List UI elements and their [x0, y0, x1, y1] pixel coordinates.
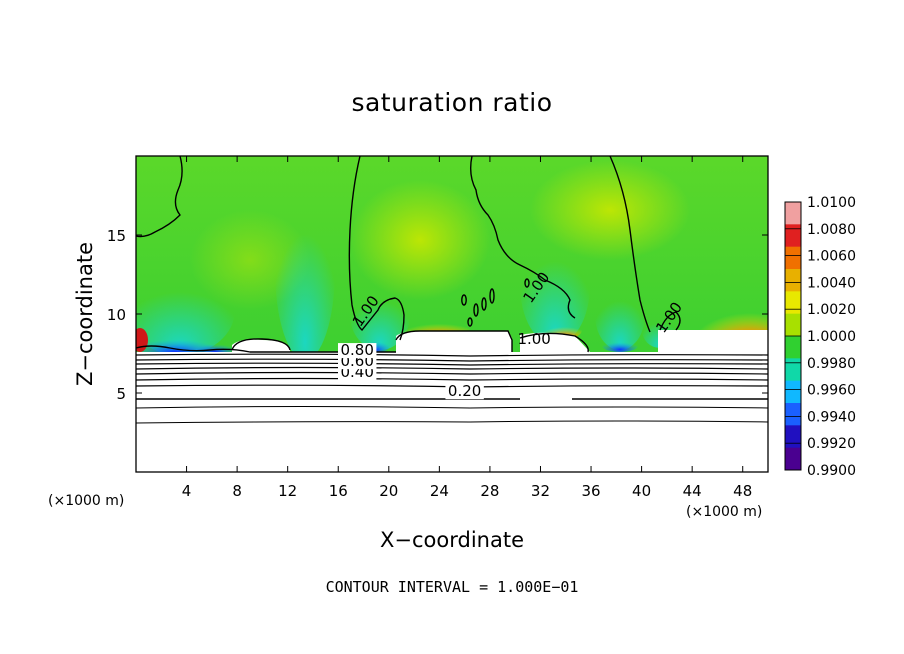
colorbar-swatch: [785, 403, 801, 426]
x-tick-label: 20: [379, 482, 398, 500]
colorbar-level-label: 1.0040: [807, 275, 856, 291]
x-axis-label: X−coordinate: [380, 528, 524, 552]
colorbar-swatch: [785, 425, 801, 449]
x-tick-label: 40: [632, 482, 651, 500]
colorbar-swatch: [785, 269, 801, 292]
contour-label: 1.00: [517, 330, 550, 348]
colorbar-level-label: 1.0020: [807, 302, 856, 318]
heatmap-field: [136, 156, 768, 472]
x-tick-label: 24: [430, 482, 449, 500]
x-tick-label: 4: [182, 482, 192, 500]
x-tick-label: 32: [531, 482, 550, 500]
colorbar-level-label: 0.9980: [807, 356, 856, 372]
contour-label-bg: [338, 343, 377, 359]
y-tick-label: 10: [107, 306, 126, 324]
colorbar-level-label: 0.9960: [807, 383, 856, 399]
contour-lines: [136, 156, 681, 353]
contour-label-group: 0.20: [445, 382, 484, 400]
y-axis-label: Z−coordinate: [73, 242, 97, 386]
x-tick-label: 8: [232, 482, 242, 500]
colorbar-level-label: 1.0060: [807, 249, 856, 265]
chart-title: saturation ratio: [351, 88, 553, 117]
x-tick-label: 36: [581, 482, 600, 500]
contour-interval-note: CONTOUR INTERVAL = 1.000E−01: [325, 578, 579, 596]
colorbar-level-label: 1.0100: [807, 195, 856, 211]
x-tick-label: 48: [733, 482, 752, 500]
colorbar-swatch: [785, 224, 801, 248]
colorbar-swatch: [785, 202, 801, 225]
x-tick-label: 16: [329, 482, 348, 500]
contour-label-group: 0.80: [338, 341, 377, 359]
x-unit-label: (×1000 m): [686, 504, 762, 520]
contour-label-group: 1.00: [517, 330, 550, 348]
colorbar-swatch: [785, 380, 801, 404]
z-unit-label: (×1000 m): [48, 493, 124, 509]
x-tick-label: 12: [278, 482, 297, 500]
contour-label: 0.80: [340, 341, 373, 359]
x-tick-label: 28: [480, 482, 499, 500]
x-tick-label: 44: [683, 482, 702, 500]
colorbar-level-label: 0.9900: [807, 463, 856, 479]
contour-label: 0.20: [448, 382, 481, 400]
colorbar-swatch: [785, 246, 801, 270]
colorbar-swatch: [785, 358, 801, 382]
colorbar-level-label: 1.0080: [807, 222, 856, 238]
colorbar-level-label: 1.0000: [807, 329, 856, 345]
colorbar-swatch: [785, 313, 801, 337]
y-tick-label: 5: [116, 385, 126, 403]
colorbar-swatch: [785, 291, 801, 315]
colorbar-level-label: 0.9920: [807, 436, 856, 452]
colorbar: 1.0100 1.0080 1.0060 1.0040 1.0020 1.0000 0.99…: [784, 195, 856, 479]
colorbar-swatch: [785, 447, 801, 471]
y-tick-label: 15: [107, 227, 126, 245]
contour-label-bg: [445, 384, 484, 400]
colorbar-swatch: [785, 336, 801, 359]
colorbar-level-label: 0.9940: [807, 409, 856, 425]
